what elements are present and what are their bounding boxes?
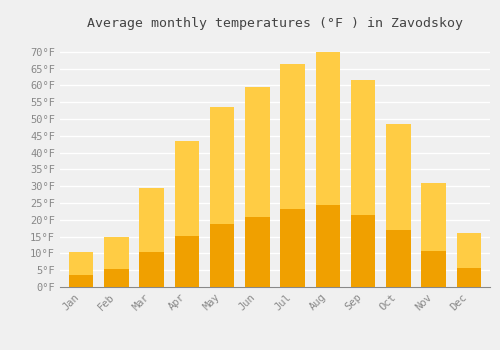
Bar bbox=[210, 224, 234, 287]
Title: Average monthly temperatures (°F ) in Zavodskoy: Average monthly temperatures (°F ) in Za… bbox=[87, 17, 463, 30]
Bar bbox=[104, 237, 128, 287]
Bar bbox=[174, 141, 199, 287]
Bar bbox=[280, 209, 305, 287]
Bar bbox=[456, 268, 481, 287]
Bar bbox=[280, 64, 305, 287]
Bar bbox=[386, 124, 410, 287]
Bar bbox=[316, 205, 340, 287]
Bar bbox=[140, 188, 164, 287]
Bar bbox=[422, 251, 446, 287]
Bar bbox=[69, 275, 94, 287]
Bar bbox=[422, 183, 446, 287]
Bar bbox=[210, 107, 234, 287]
Bar bbox=[174, 236, 199, 287]
Bar bbox=[140, 252, 164, 287]
Bar bbox=[456, 233, 481, 287]
Bar bbox=[245, 217, 270, 287]
Bar bbox=[351, 215, 376, 287]
Bar bbox=[245, 87, 270, 287]
Bar bbox=[69, 252, 94, 287]
Bar bbox=[351, 80, 376, 287]
Bar bbox=[104, 270, 128, 287]
Bar bbox=[316, 52, 340, 287]
Bar bbox=[386, 230, 410, 287]
